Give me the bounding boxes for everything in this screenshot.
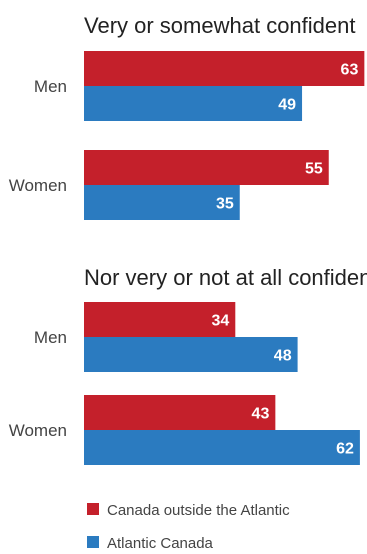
panel-title-1: Very or somewhat confident <box>84 13 355 38</box>
bar-canada-outside-the-atlantic-women <box>84 150 329 185</box>
bar-atlantic-canada-women <box>84 430 360 465</box>
legend-swatch-canada-outside-atlantic <box>87 503 99 515</box>
bar-canada-outside-the-atlantic-men <box>84 302 236 337</box>
value-label-canada-outside-the-atlantic-women: 43 <box>252 406 270 423</box>
category-label-men: Men <box>34 328 67 347</box>
bar-canada-outside-the-atlantic-women <box>84 395 276 430</box>
legend: Canada outside the Atlantic Atlantic Can… <box>87 502 290 552</box>
value-label-atlantic-canada-men: 48 <box>274 348 292 365</box>
bar-atlantic-canada-men <box>84 337 298 372</box>
value-label-atlantic-canada-women: 62 <box>336 441 354 458</box>
bar-canada-outside-the-atlantic-men <box>84 51 365 86</box>
bar-atlantic-canada-women <box>84 185 240 220</box>
category-label-men: Men <box>34 77 67 96</box>
category-label-women: Women <box>9 421 67 440</box>
legend-label-canada-outside-atlantic: Canada outside the Atlantic <box>107 502 290 519</box>
bar-atlantic-canada-men <box>84 86 303 121</box>
panel-title-2: Nor very or not at all confident <box>84 265 367 290</box>
value-label-atlantic-canada-women: 35 <box>216 196 234 213</box>
value-label-atlantic-canada-men: 49 <box>278 97 296 114</box>
value-label-canada-outside-the-atlantic-women: 55 <box>305 161 323 178</box>
value-label-canada-outside-the-atlantic-men: 34 <box>212 313 230 330</box>
legend-label-atlantic-canada: Atlantic Canada <box>107 535 214 552</box>
legend-swatch-atlantic-canada <box>87 536 99 548</box>
value-label-canada-outside-the-atlantic-men: 63 <box>341 62 359 79</box>
category-label-women: Women <box>9 176 67 195</box>
